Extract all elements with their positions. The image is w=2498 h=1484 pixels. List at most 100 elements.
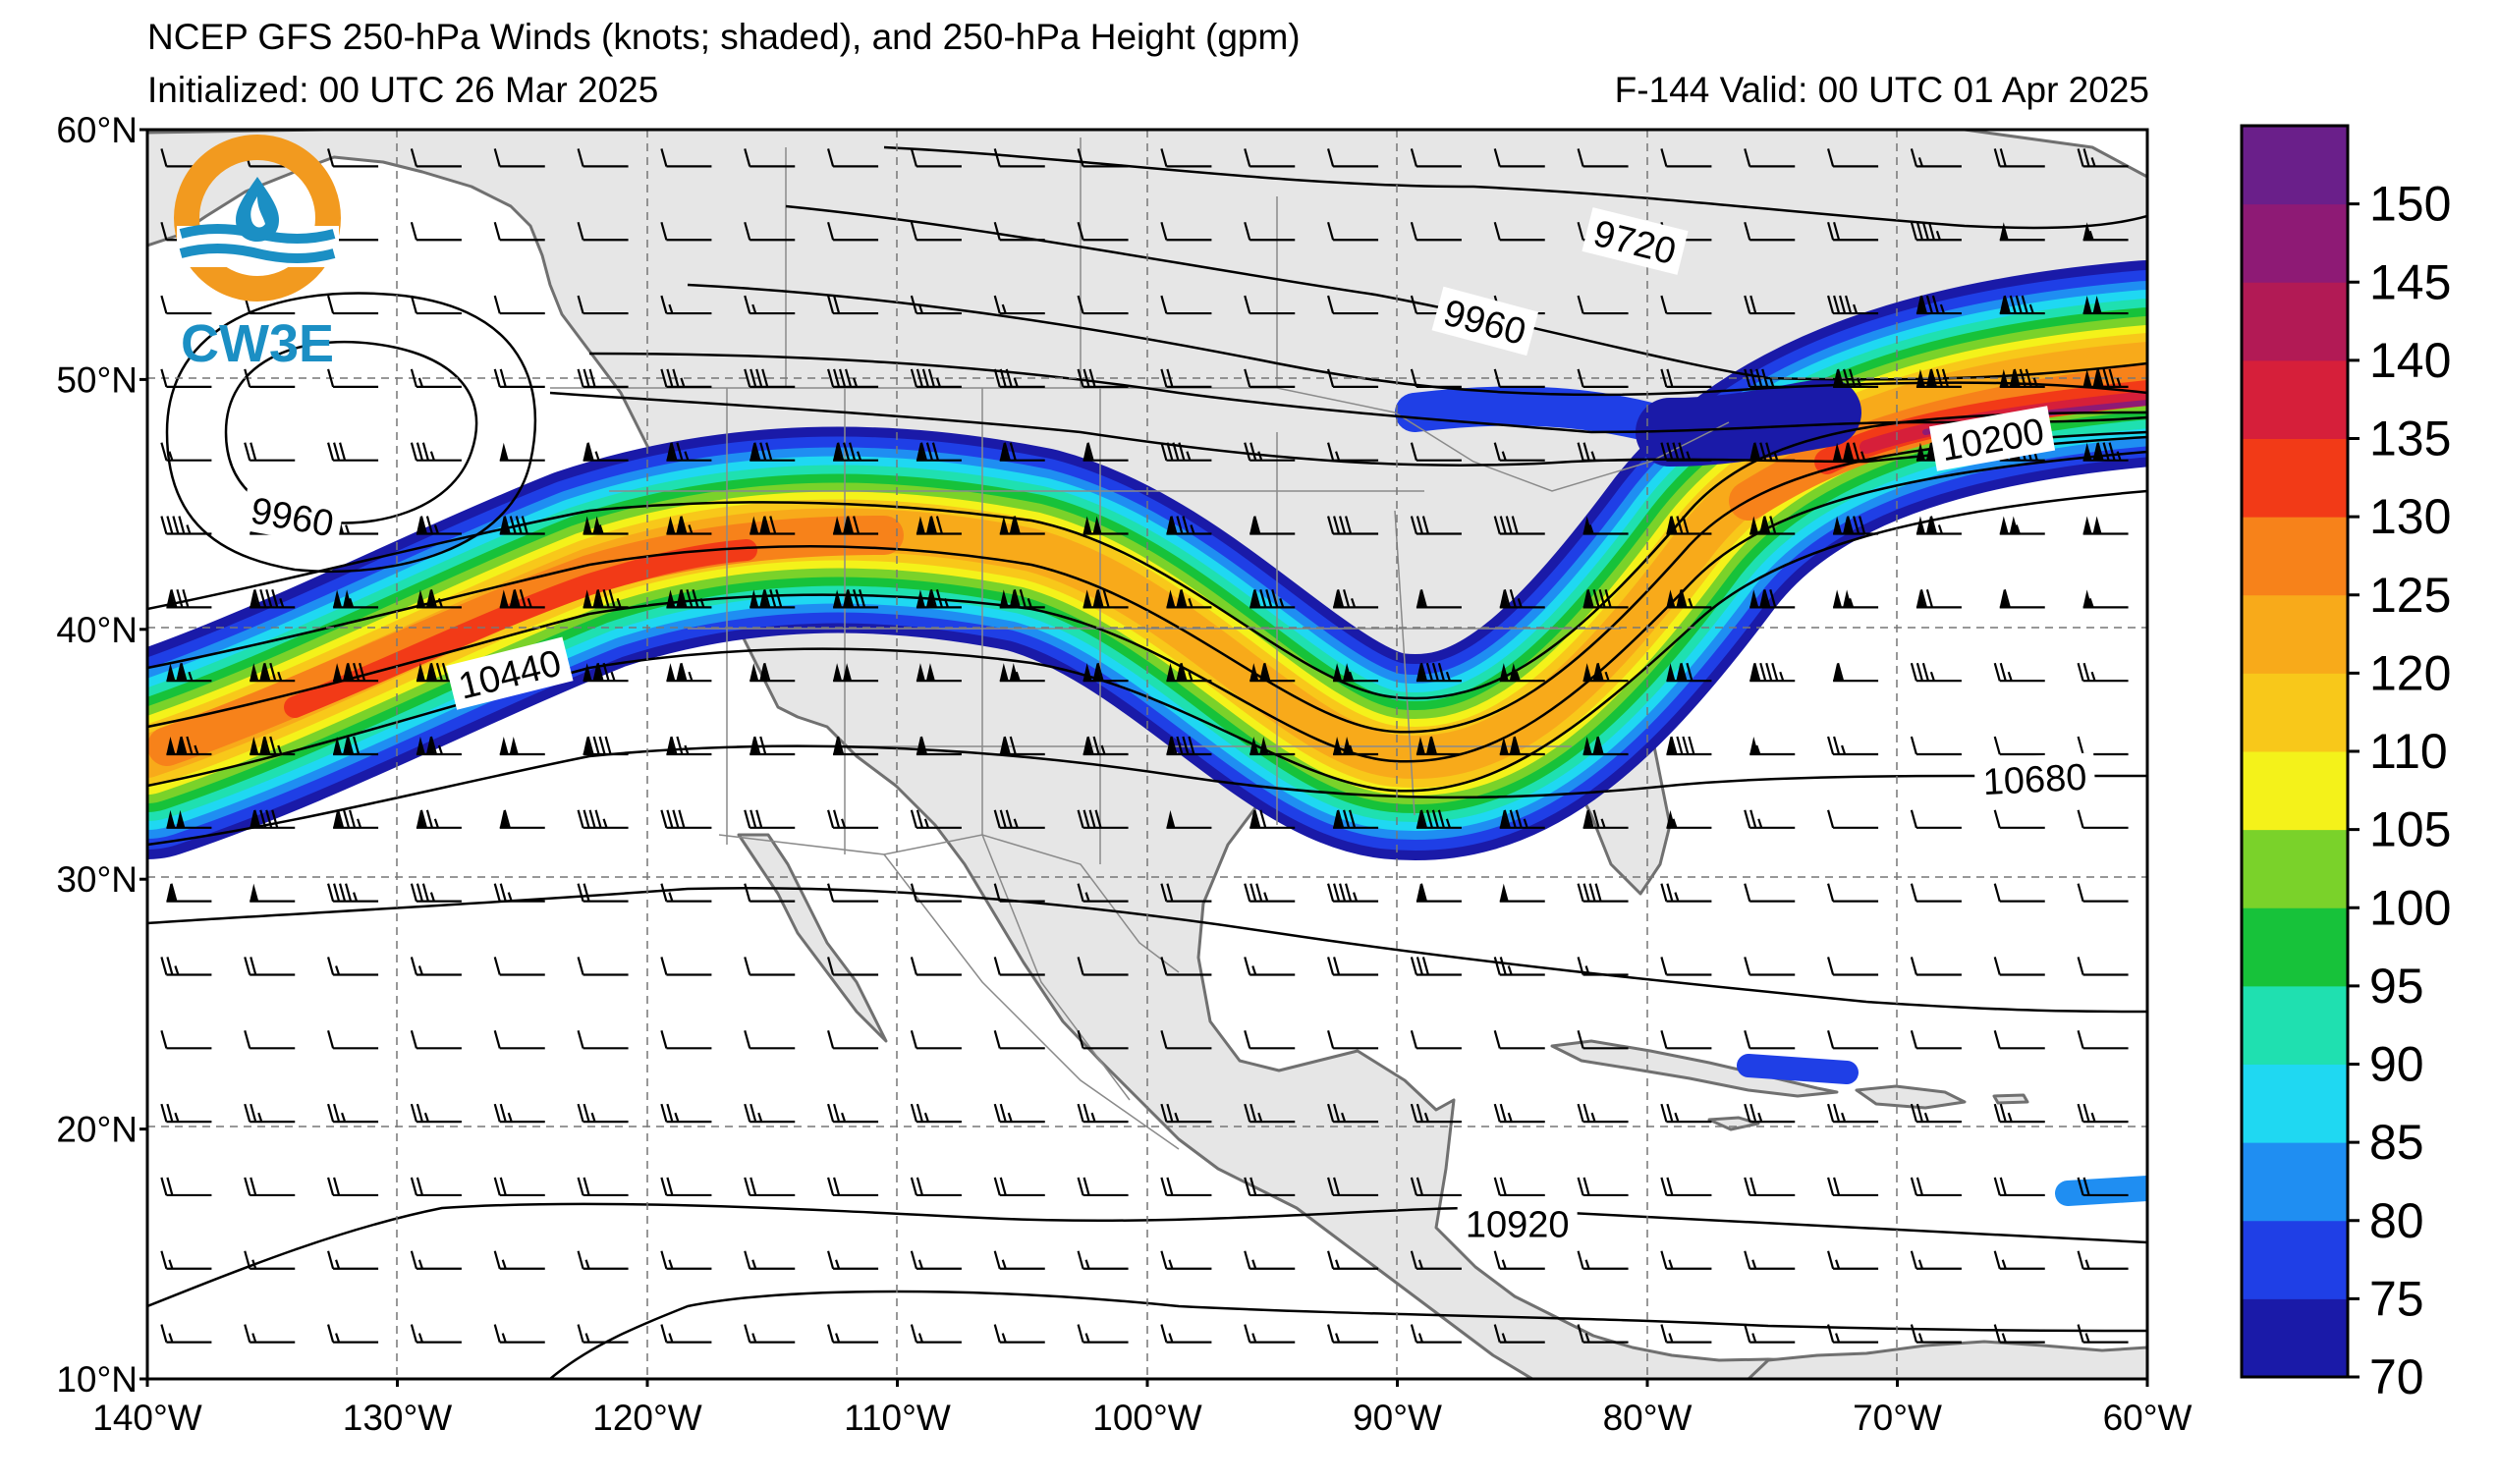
wind-barb xyxy=(2077,148,2129,168)
wind-barb xyxy=(160,1324,212,1344)
wind-barb xyxy=(166,736,212,756)
wind-barb xyxy=(999,589,1045,609)
wind-barb xyxy=(1910,1177,1962,1197)
wind-barb xyxy=(1249,589,1296,609)
wind-barb xyxy=(999,442,1045,462)
wind-barb xyxy=(916,663,962,683)
contour-10920-b xyxy=(549,1290,2147,1379)
wind-barb xyxy=(160,1103,212,1124)
wind-barb xyxy=(1244,221,1296,242)
wind-barb xyxy=(1993,1177,2045,1197)
wind-barb xyxy=(1993,957,2045,976)
colorbar-swatch xyxy=(2242,203,2348,283)
wind-barb xyxy=(1993,736,2045,756)
wind-barb xyxy=(1827,957,1879,976)
wind-barb xyxy=(993,368,1045,388)
wind-barb xyxy=(1077,1103,1129,1124)
wind-barb xyxy=(1327,1103,1379,1124)
wind-barb xyxy=(583,589,629,609)
wind-barb xyxy=(744,221,796,242)
wind-barb xyxy=(1327,957,1379,976)
wind-barb xyxy=(827,368,879,388)
wind-barb xyxy=(160,1177,212,1197)
wind-barb xyxy=(1833,516,1879,535)
wind-barb xyxy=(660,809,712,829)
wind-barb xyxy=(333,736,379,756)
wind-barb xyxy=(1244,1177,1296,1197)
wind-barb xyxy=(1827,883,1879,903)
wind-barb xyxy=(1910,957,1962,976)
wind-barb xyxy=(493,1103,545,1124)
wind-barb xyxy=(1499,809,1545,829)
wind-barb xyxy=(744,148,796,168)
wind-barb xyxy=(1833,589,1879,609)
wind-barb xyxy=(1910,1029,1962,1050)
wind-barb xyxy=(583,516,629,535)
wind-barb xyxy=(1577,148,1629,168)
wind-barb xyxy=(744,1250,796,1270)
wind-barb xyxy=(410,442,462,462)
wind-barb xyxy=(993,1029,1045,1050)
wind-barb xyxy=(827,1324,879,1344)
contour-label-bg xyxy=(1582,207,1689,275)
lon-label: 130°W xyxy=(343,1398,453,1438)
wind-barb xyxy=(1999,368,2045,388)
wind-barb xyxy=(250,809,296,829)
wind-barb xyxy=(1082,662,1129,683)
wind-barb xyxy=(1666,589,1712,609)
wind-barb xyxy=(2082,368,2129,388)
wind-barb xyxy=(410,1177,462,1197)
wind-barb xyxy=(910,221,962,242)
contour-label-bg xyxy=(240,485,346,547)
wind-barb xyxy=(577,809,629,829)
wind-barb xyxy=(1410,1029,1462,1050)
wind-barb xyxy=(1827,1029,1879,1050)
wind-barb xyxy=(1577,883,1629,903)
wind-barb xyxy=(1744,809,1796,829)
colorbar-label: 110 xyxy=(2369,724,2448,779)
wind-barb xyxy=(833,736,879,756)
wind-barb xyxy=(1410,1103,1462,1124)
wind-barb xyxy=(1416,662,1462,683)
wind-barb xyxy=(999,516,1045,535)
wind-barb xyxy=(410,295,462,315)
wind-barb xyxy=(327,1250,379,1270)
wind-barb xyxy=(1244,1324,1296,1344)
wind-barb xyxy=(1993,1029,2045,1050)
wind-barb xyxy=(327,1177,379,1197)
wind-barb xyxy=(1410,957,1462,976)
wind-barb xyxy=(1493,1029,1545,1050)
wind-barb xyxy=(666,589,712,609)
contour-10440 xyxy=(147,450,2147,763)
wind-barb xyxy=(1660,442,1712,462)
lon-label: 80°W xyxy=(1603,1398,1693,1438)
wind-barb xyxy=(749,442,796,462)
wind-barb xyxy=(1910,809,1962,829)
chart-title: NCEP GFS 250-hPa Winds (knots; shaded), … xyxy=(147,17,1301,57)
wind-barb xyxy=(499,589,545,609)
colorbar-label: 85 xyxy=(2369,1115,2424,1170)
lon-label: 70°W xyxy=(1853,1398,1942,1438)
wind-barb xyxy=(1327,1029,1379,1050)
wind-barb xyxy=(410,221,462,242)
wind-barb xyxy=(577,221,629,242)
colorbar-swatch xyxy=(2242,829,2348,908)
wind-barb xyxy=(910,809,962,829)
wind-barb xyxy=(577,1177,629,1197)
lon-label: 120°W xyxy=(592,1398,702,1438)
wind-barb xyxy=(1410,148,1462,168)
lon-label: 60°W xyxy=(2103,1398,2193,1438)
wind-barb xyxy=(327,442,379,462)
wind-barb xyxy=(1827,809,1879,829)
colorbar-swatch xyxy=(2242,1064,2348,1143)
wind-barb xyxy=(1577,1177,1629,1197)
wind-barb xyxy=(160,295,212,315)
wind-barb xyxy=(250,662,296,683)
wind-barb xyxy=(749,662,796,683)
wind-barb xyxy=(244,1029,296,1050)
wind-barb xyxy=(1582,809,1629,829)
wind-barb xyxy=(1077,295,1129,315)
wind-barb xyxy=(160,957,212,976)
wind-barb xyxy=(833,589,879,609)
